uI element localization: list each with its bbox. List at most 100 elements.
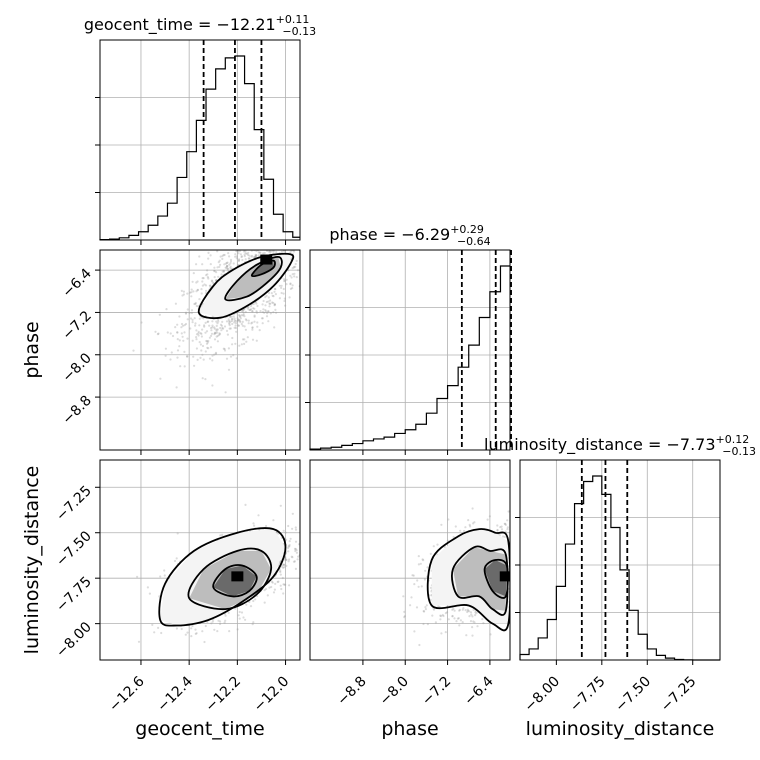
scatter-point xyxy=(417,585,420,588)
scatter-point xyxy=(245,252,248,255)
scatter-point xyxy=(244,318,247,321)
scatter-point xyxy=(193,317,196,320)
scatter-point xyxy=(200,332,203,335)
scatter-point xyxy=(422,622,425,626)
y-tick-label: −7.50 xyxy=(53,528,95,570)
scatter-point xyxy=(221,533,224,537)
scatter-point xyxy=(211,324,214,327)
histogram-bar xyxy=(99,55,300,241)
scatter-point xyxy=(234,324,237,327)
scatter-point xyxy=(201,280,204,283)
scatter-point xyxy=(198,317,201,320)
scatter-point xyxy=(193,302,196,306)
scatter-point xyxy=(236,250,239,253)
scatter-point xyxy=(500,525,503,528)
scatter-point xyxy=(287,524,290,528)
scatter-point xyxy=(294,265,297,268)
scatter-point xyxy=(247,257,250,260)
scatter-point xyxy=(280,250,283,253)
scatter-point xyxy=(294,567,297,571)
scatter-point xyxy=(451,608,454,611)
x-tick-label: −7.2 xyxy=(419,674,454,709)
scatter-point xyxy=(195,304,198,308)
scatter-point xyxy=(236,628,239,631)
scatter-point xyxy=(206,276,209,279)
scatter-point xyxy=(247,322,250,325)
scatter-point xyxy=(293,265,296,268)
x-tick-label: −6.4 xyxy=(461,673,496,708)
scatter-point xyxy=(229,258,233,261)
scatter-point xyxy=(251,338,255,341)
scatter-point xyxy=(269,299,272,302)
scatter-point xyxy=(195,281,198,284)
scatter-point xyxy=(192,272,195,275)
scatter-point xyxy=(272,311,275,314)
scatter-point xyxy=(504,530,507,533)
scatter-point xyxy=(229,355,233,358)
scatter-point xyxy=(235,250,238,253)
scatter-point xyxy=(496,524,499,527)
scatter-point xyxy=(272,519,275,522)
scatter-point xyxy=(283,279,286,282)
scatter-point xyxy=(285,564,288,568)
scatter-point xyxy=(146,586,149,589)
scatter-point xyxy=(195,333,199,336)
scatter-point xyxy=(197,330,200,333)
scatter-point xyxy=(216,331,219,334)
scatter-point xyxy=(194,324,197,327)
scatter-point xyxy=(227,318,230,321)
scatter-point xyxy=(205,330,209,333)
scatter-point xyxy=(442,614,445,618)
scatter-point xyxy=(238,610,241,614)
scatter-point xyxy=(271,301,274,304)
scatter-point xyxy=(227,347,230,350)
scatter-point xyxy=(275,311,278,314)
scatter-point xyxy=(458,624,461,627)
scatter-point xyxy=(245,603,248,606)
scatter-point xyxy=(189,327,192,330)
scatter-point xyxy=(268,586,271,589)
scatter-point xyxy=(439,615,443,618)
scatter-point xyxy=(225,261,228,265)
scatter-point xyxy=(238,258,241,261)
scatter-point xyxy=(180,289,183,292)
scatter-point xyxy=(291,273,294,276)
scatter-point xyxy=(158,313,161,316)
scatter-point xyxy=(417,563,420,566)
scatter-point xyxy=(243,315,246,318)
scatter-point xyxy=(403,616,406,619)
scatter-point xyxy=(222,327,225,330)
scatter-point xyxy=(203,283,206,286)
scatter-point xyxy=(218,265,221,268)
scatter-point xyxy=(277,580,280,583)
scatter-point xyxy=(247,306,250,309)
scatter-point xyxy=(272,591,276,594)
scatter-point xyxy=(471,507,474,510)
scatter-point xyxy=(296,269,299,272)
scatter-point xyxy=(239,317,242,320)
scatter-point xyxy=(237,318,240,321)
scatter-point xyxy=(291,512,294,515)
scatter-point xyxy=(280,284,283,287)
scatter-point xyxy=(199,332,202,335)
scatter-point xyxy=(421,558,424,561)
scatter-point xyxy=(190,291,193,294)
scatter-point xyxy=(214,352,218,355)
scatter-point xyxy=(216,250,219,253)
scatter-point xyxy=(419,562,422,565)
scatter-point xyxy=(272,250,275,253)
scatter-point xyxy=(216,340,219,343)
scatter-point xyxy=(288,543,291,547)
scatter-point xyxy=(199,356,202,359)
scatter-point xyxy=(228,322,231,325)
scatter-point xyxy=(137,640,141,643)
scatter-point xyxy=(205,289,208,292)
scatter-point xyxy=(225,264,229,268)
y-tick-label: −8.8 xyxy=(59,393,94,428)
scatter-point xyxy=(285,283,288,286)
scatter-point xyxy=(219,255,222,258)
scatter-point xyxy=(226,265,229,268)
scatter-point xyxy=(489,633,492,636)
contour-line xyxy=(451,545,509,616)
scatter-point xyxy=(228,321,231,324)
